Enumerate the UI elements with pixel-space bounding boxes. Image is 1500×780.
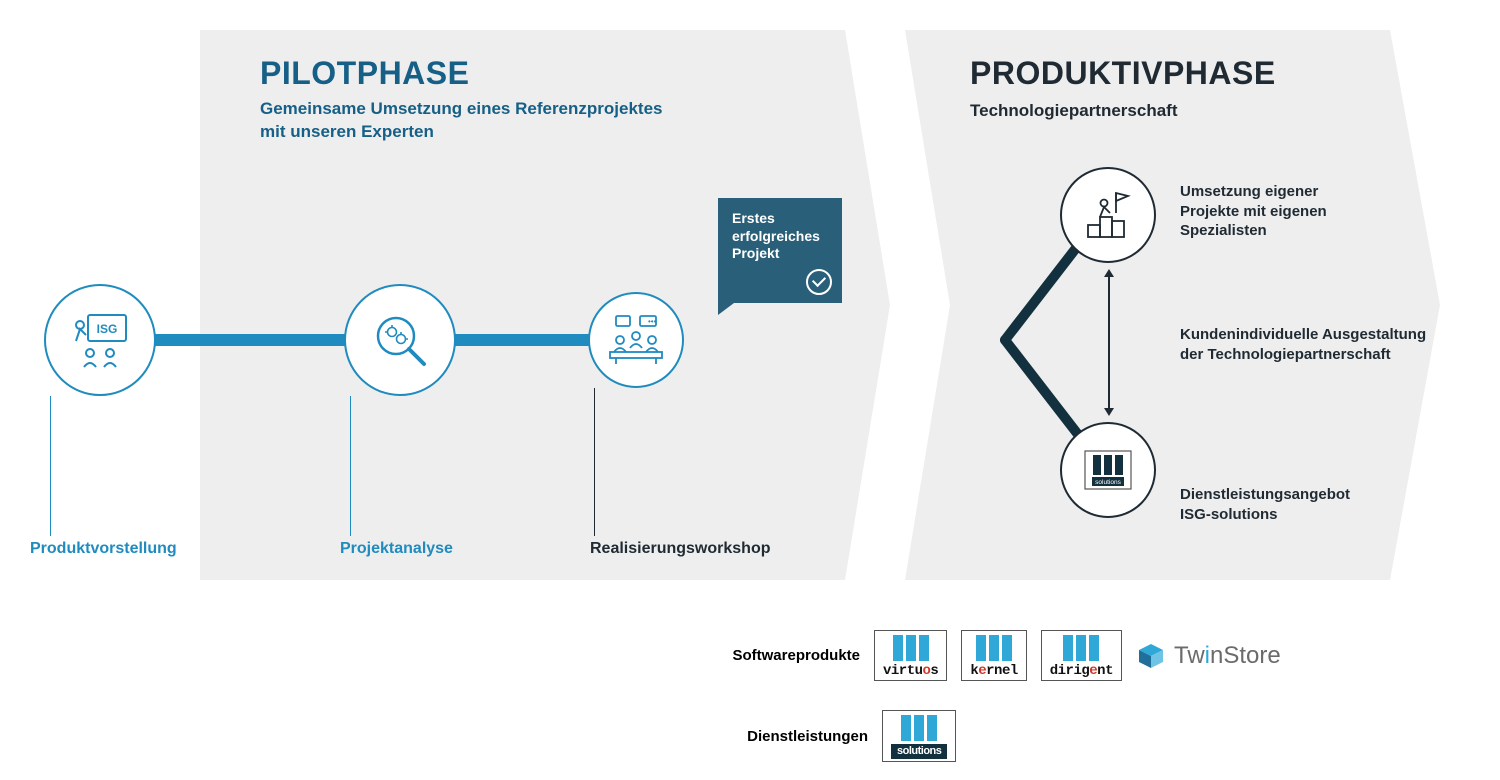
- callout-line: erfolgreiches: [732, 228, 828, 246]
- node-n1: ISG: [44, 284, 156, 396]
- double-arrow-icon: [1108, 275, 1110, 410]
- branch-top-text: Umsetzung eigenerProjekte mit eigenenSpe…: [1180, 182, 1327, 241]
- pilot-subtitle: Gemeinsame Umsetzung eines Referenzproje…: [260, 98, 662, 144]
- callout-line: Erstes: [732, 210, 828, 228]
- node-label-n1: Produktvorstellung: [30, 540, 177, 558]
- callout-line: Projekt: [732, 245, 828, 263]
- node-n5: solutions: [1060, 422, 1156, 518]
- produktiv-title: PRODUKTIVPHASE: [970, 55, 1276, 92]
- branch-mid-text: Kundenindividuelle Ausgestaltungder Tech…: [1180, 325, 1426, 364]
- services-row: Dienstleistungen solutions: [718, 710, 956, 762]
- services-label: Dienstleistungen: [718, 728, 868, 745]
- svg-text:solutions: solutions: [1095, 479, 1121, 486]
- produktiv-subtitle: Technologiepartnerschaft: [970, 100, 1178, 123]
- check-icon: [806, 269, 832, 295]
- leader-n1: [50, 396, 51, 536]
- node-n3: •••: [588, 292, 684, 388]
- success-callout: Erstes erfolgreiches Projekt: [718, 198, 842, 303]
- node-label-n2: Projektanalyse: [340, 540, 453, 558]
- node-n2: [344, 284, 456, 396]
- svg-text:•••: •••: [648, 317, 657, 326]
- software-products-label: Softwareprodukte: [710, 647, 860, 664]
- isg-logo-solutions: solutions: [882, 710, 956, 762]
- pilot-title: PILOTPHASE: [260, 55, 469, 92]
- svg-text:ISG: ISG: [97, 322, 118, 336]
- node-n4: [1060, 167, 1156, 263]
- software-products-row: Softwareprodukte virtuos kernel dirigent Tw…: [710, 630, 1281, 681]
- isg-logo-dirigent: dirigent: [1041, 630, 1122, 681]
- twinstore-logo: TwinStore: [1136, 641, 1281, 671]
- isg-logo-virtuos: virtuos: [874, 630, 947, 681]
- leader-n3: [594, 388, 595, 536]
- leader-n2: [350, 396, 351, 536]
- branch-bot-text: DienstleistungsangebotISG-solutions: [1180, 485, 1350, 524]
- node-label-n3: Realisierungsworkshop: [590, 540, 771, 558]
- isg-logo-kernel: kernel: [961, 630, 1026, 681]
